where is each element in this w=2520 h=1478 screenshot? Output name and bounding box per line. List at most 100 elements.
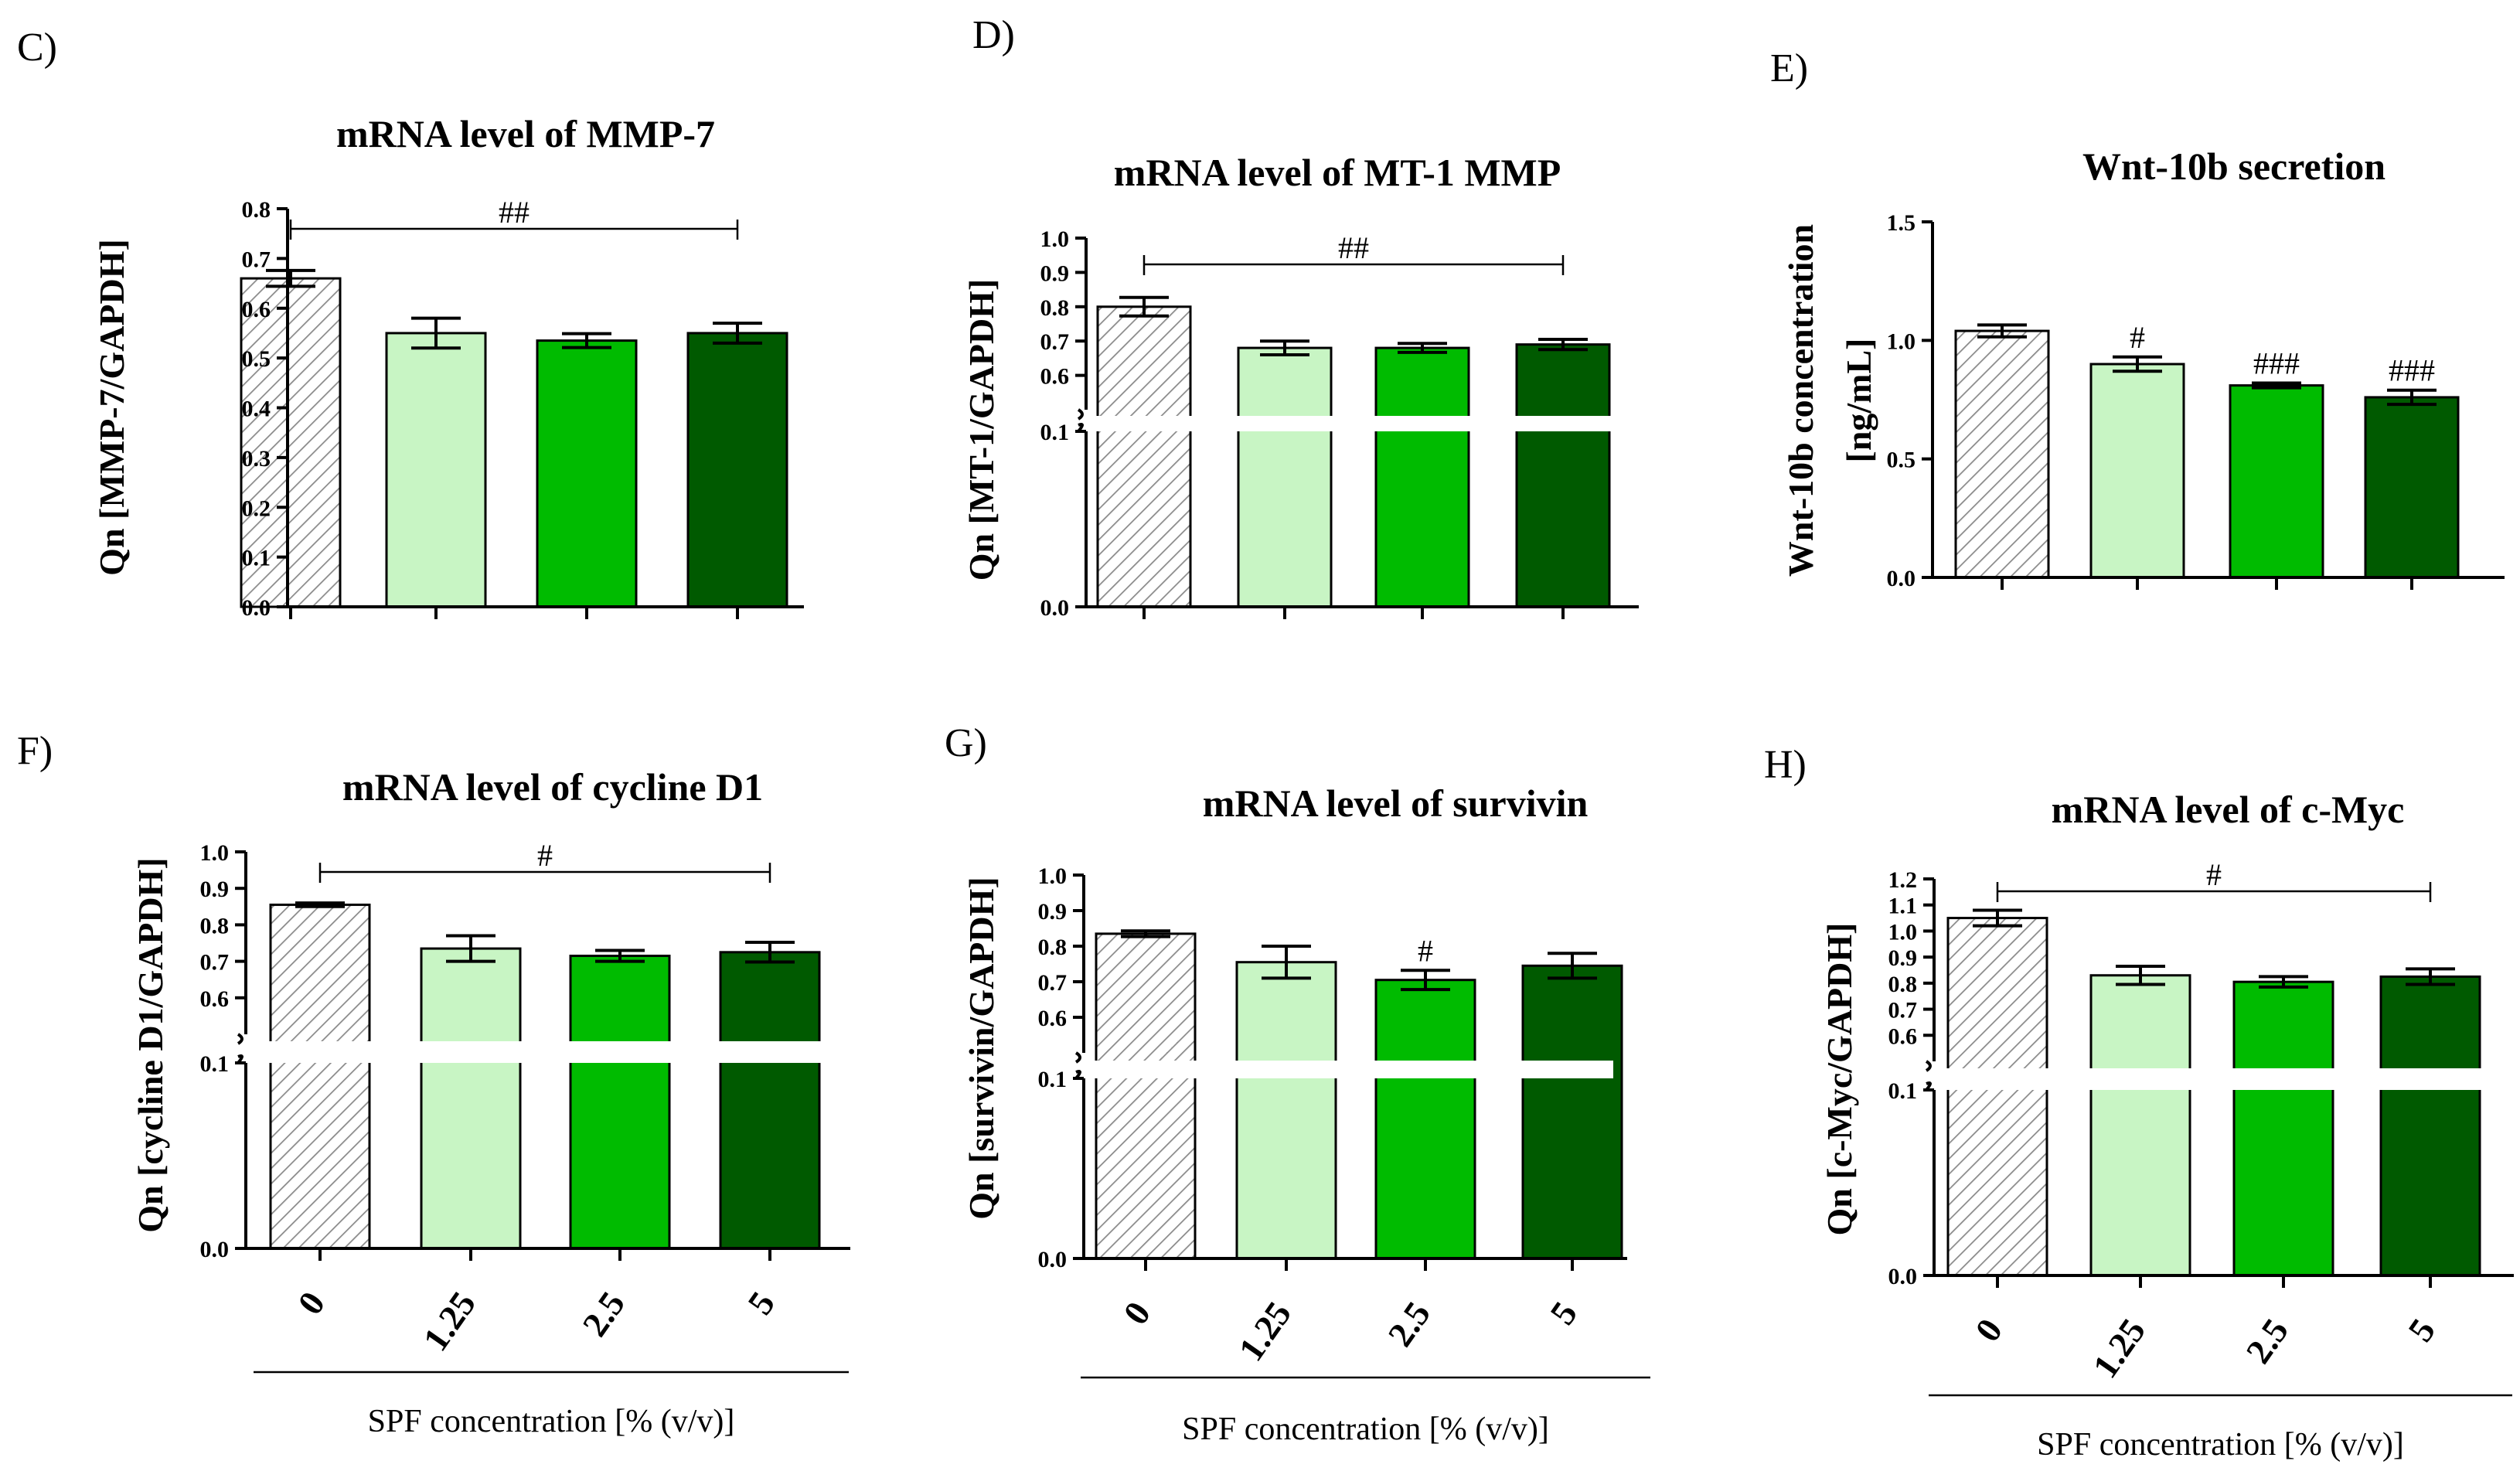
panel-h: H) mRNA level of c-Myc Qn [c-Myc/GAPDH] 0.6…	[1764, 743, 2514, 1463]
y-tick-label: 0.0	[242, 595, 271, 621]
y-tick-label: 0.9	[1888, 945, 1918, 971]
y-axis-label: Qn [MMP-7/GAPDH]	[92, 239, 131, 576]
panel-d: D) mRNA level of MT-1 MMP Qn [MT-1/GAPDH] 0…	[962, 13, 1639, 621]
chart-title: mRNA level of survivin	[1203, 782, 1589, 825]
y-tick-label: 0.0	[1040, 595, 1070, 621]
y-tick-label: 0.5	[1887, 448, 1916, 473]
bar-1.25	[420, 947, 522, 1250]
error-bar-2.5	[595, 948, 645, 963]
panel-label: G)	[945, 721, 987, 765]
y-tick-label: 0.8	[200, 913, 230, 938]
chart-title: mRNA level of MMP-7	[336, 112, 715, 155]
y-tick-label: 0.7	[1040, 329, 1070, 355]
significance-label: ##	[499, 195, 530, 230]
y-tick-label: 0.1	[1888, 1078, 1918, 1104]
error-bar-5	[713, 322, 762, 345]
bar-1.25	[2089, 363, 2185, 579]
axis-break-gap	[1936, 1068, 2500, 1090]
y-axis: 0.0 0.1 0.2 0.3 0.4 0.5 0.6 0.7 0.8	[242, 197, 289, 621]
y-tick-label: 1.2	[1888, 867, 1918, 893]
significance-bracket: ##	[1143, 230, 1565, 275]
x-tick-label: 2.5	[1380, 1294, 1438, 1353]
panel-g: G) mRNA level of survivin Qn [survivin/GAP…	[945, 721, 1650, 1447]
y-tick-label: 1.0	[1887, 329, 1916, 354]
panel-c: C) mRNA level of MMP-7 Qn [MMP-7/GAPDH] 0.0…	[17, 26, 804, 621]
bar-1.25	[1235, 961, 1337, 1260]
y-tick-label: 0.9	[1040, 261, 1070, 286]
bar-5	[2364, 396, 2460, 579]
y-tick-label: 0.0	[1887, 566, 1916, 591]
y-axis-label: Wnt-10b concentration	[1781, 224, 1820, 577]
panel-label: C)	[17, 26, 57, 70]
error-bar-5	[745, 941, 795, 964]
significance-annotation: #	[1418, 933, 1433, 968]
error-bar-0	[1121, 929, 1170, 938]
y-tick-label: 1.0	[1888, 919, 1918, 945]
y-tick-label: 0.8	[242, 197, 271, 223]
significance-label: #	[2206, 857, 2222, 892]
y-tick-label: 0.6	[1888, 1023, 1918, 1049]
error-bar-0	[1119, 295, 1169, 318]
axis-break-gap	[1088, 416, 1625, 431]
y-axis: 0.0 0.5 1.0 1.5	[1887, 210, 1934, 591]
bar-5	[1515, 343, 1611, 608]
x-axis-label: SPF concentration [% (v/v)]	[1182, 1412, 1549, 1447]
x-tick-label: 1.25	[1231, 1294, 1299, 1367]
x-axis: 0 1.25 2.5 5	[1084, 1257, 1627, 1368]
y-axis-label: Qn [survivin/GAPDH]	[962, 877, 1001, 1219]
panel-label: D)	[972, 13, 1015, 57]
bar-0	[1946, 917, 2048, 1277]
bar-2.5	[2229, 384, 2324, 579]
error-bar-2.5	[562, 332, 611, 349]
bar-1.25	[2089, 974, 2191, 1277]
y-axis-label: Qn [cycline D1/GAPDH]	[131, 857, 170, 1233]
y-tick-label: 0.0	[200, 1237, 230, 1262]
panel-f: F) mRNA level of cycline D1 Qn [cycline D1…	[17, 729, 850, 1439]
significance-bracket: #	[318, 838, 771, 883]
x-axis-title: SPF concentration [% (v/v)]	[1929, 1394, 2512, 1463]
y-tick-label: 0.6	[242, 297, 271, 322]
y-tick-label: 0.4	[242, 397, 271, 422]
axis-break-gap	[1085, 1061, 1613, 1078]
x-tick-label: 5	[2400, 1311, 2443, 1348]
y-tick-label: 0.8	[1040, 295, 1070, 321]
y-axis-label: Qn [c-Myc/GAPDH]	[1820, 923, 1859, 1236]
bar-5	[2379, 975, 2481, 1277]
y-tick-label: 0.1	[1040, 420, 1070, 445]
y-tick-label: 0.7	[1888, 998, 1918, 1023]
x-tick-label: 5	[1542, 1294, 1585, 1331]
error-bar-0	[1977, 323, 2027, 339]
significance-annotation: ###	[2389, 353, 2435, 388]
x-axis	[1933, 576, 2505, 590]
bar-2.5	[536, 339, 638, 608]
x-axis-label: SPF concentration [% (v/v)]	[2037, 1427, 2404, 1463]
bar-0	[1095, 932, 1197, 1260]
error-bar-1.25	[2116, 964, 2165, 986]
x-axis	[1086, 605, 1639, 619]
error-bar-5	[1538, 337, 1588, 352]
axis-break-gap	[247, 1041, 836, 1063]
y-axis: 0.6 0.7 0.8 0.9 1.0 0.0 0.1	[1040, 226, 1088, 621]
error-bar-1.25	[446, 934, 495, 963]
error-bar-5	[2387, 388, 2437, 407]
y-tick-label: 0.7	[200, 950, 230, 976]
x-axis-title: SPF concentration [% (v/v)]	[1081, 1376, 1650, 1447]
significance-annotation: #	[2130, 320, 2145, 355]
y-tick-label: 0.0	[1888, 1264, 1918, 1289]
bar-2.5	[1374, 979, 1476, 1260]
y-tick-label: 0.0	[1038, 1247, 1068, 1272]
bar-1.25	[1237, 346, 1333, 608]
error-bar-2.5	[1401, 969, 1450, 992]
bar-0	[269, 903, 371, 1250]
y-tick-label: 0.1	[242, 546, 271, 571]
chart-title: mRNA level of cycline D1	[342, 765, 763, 809]
y-tick-label: 1.0	[200, 840, 230, 866]
y-tick-label: 0.8	[1888, 972, 1918, 997]
y-axis: 0.6 0.7 0.8 0.9 1.0 0.0 0.1	[1038, 863, 1085, 1272]
error-bar-2.5	[1398, 342, 1447, 354]
bar-0	[240, 277, 342, 608]
x-tick-label: 0	[290, 1284, 332, 1321]
x-tick-label: 0	[1967, 1311, 2010, 1348]
bar-0	[1954, 329, 2050, 579]
